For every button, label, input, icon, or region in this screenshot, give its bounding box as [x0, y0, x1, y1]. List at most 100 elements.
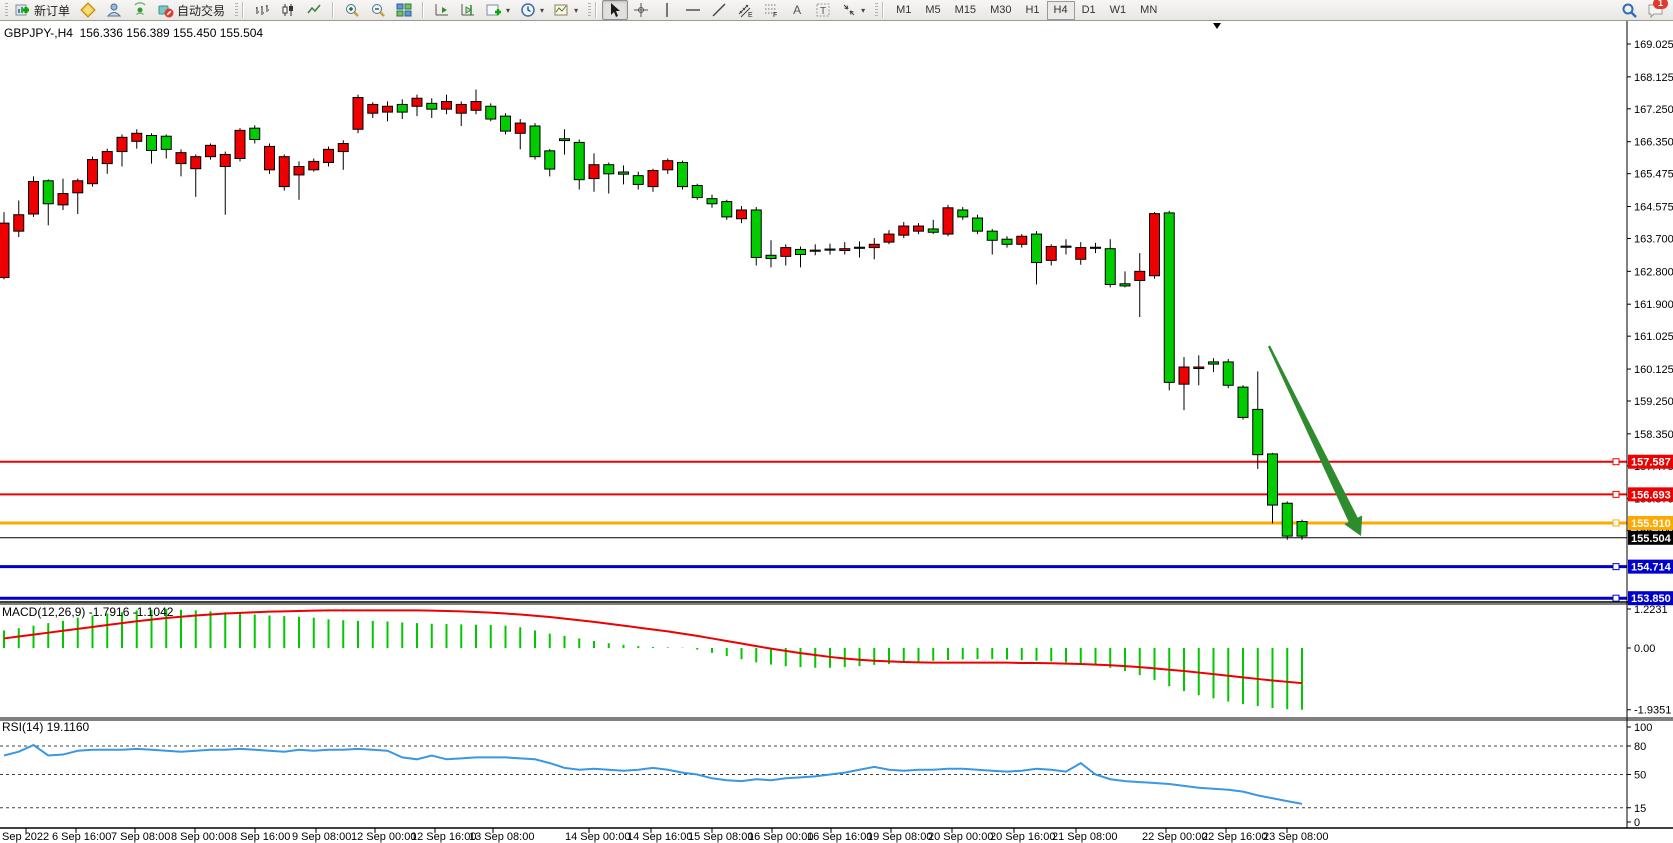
metaeditor-button[interactable]: [75, 0, 101, 20]
hline-price-label-text: 155.910: [1631, 518, 1671, 530]
zoom-out-button[interactable]: [365, 0, 391, 20]
candle: [470, 101, 482, 111]
hline-handle[interactable]: [1612, 490, 1620, 498]
period-button[interactable]: ▾: [515, 0, 549, 20]
candle: [573, 141, 585, 181]
candle: [13, 214, 25, 232]
trendline-tool-button[interactable]: [706, 0, 732, 20]
trend-arrow-annotation[interactable]: [1267, 345, 1363, 536]
candle: [323, 148, 334, 164]
price-axis-tick-label: 166.350: [1634, 137, 1673, 149]
text-tool-button[interactable]: A: [784, 0, 810, 20]
tile-windows-icon: [396, 2, 412, 18]
candle: [308, 160, 320, 171]
search-icon[interactable]: [1621, 2, 1637, 18]
candle: [219, 153, 231, 168]
equidistant-channel-tool-button[interactable]: E: [732, 0, 758, 20]
candle: [205, 144, 216, 158]
fibonacci-tool-button[interactable]: F: [758, 0, 784, 20]
candle: [588, 164, 600, 180]
price-axis-tick-label: 160.125: [1634, 364, 1673, 376]
hline-price-label-text: 154.714: [1631, 562, 1672, 574]
date-axis-label: 9 Sep 08:00: [292, 831, 351, 843]
candle: [1193, 366, 1205, 369]
date-axis-label: 23 Sep 08:00: [1263, 831, 1328, 843]
timeframe-toolbar: M1 M5 M15 M30 H1 H4 D1 W1 MN: [886, 0, 1167, 20]
date-axis-label: 12 Sep 00:00: [351, 831, 416, 843]
timeframe-h1-button[interactable]: H1: [1025, 4, 1040, 16]
dropdown-caret-icon: ▾: [861, 5, 866, 15]
candle: [529, 125, 541, 158]
candle: [927, 228, 939, 233]
timeframe-m1-button[interactable]: M1: [896, 4, 912, 16]
templates-button[interactable]: ▾: [549, 0, 583, 20]
candle: [691, 185, 703, 199]
community-button[interactable]: [101, 0, 127, 20]
cursor-tool-button[interactable]: [602, 0, 629, 20]
candlestick-mode-button[interactable]: [275, 0, 301, 20]
candle: [426, 102, 438, 110]
candle: [367, 103, 379, 114]
notifications-button[interactable]: 1: [1647, 0, 1668, 19]
hline-handle[interactable]: [1612, 594, 1620, 602]
rsi-axis-label: 15: [1634, 803, 1646, 815]
bar-position-marker: [1213, 23, 1221, 29]
vertical-line-tool-button[interactable]: [654, 0, 680, 20]
candle: [72, 180, 84, 194]
candle: [131, 132, 143, 142]
candle: [942, 207, 954, 235]
timeframe-m30-button[interactable]: M30: [990, 4, 1012, 16]
arrows-tool-button[interactable]: ▾: [836, 0, 870, 20]
crosshair-tool-button[interactable]: [628, 0, 654, 20]
timeframe-m5-button[interactable]: M5: [925, 4, 941, 16]
new-chart-button[interactable]: ▾: [481, 0, 515, 20]
svg-text:F: F: [773, 12, 777, 18]
rsi-axis-label: 80: [1634, 741, 1646, 753]
timeframe-d1-button[interactable]: D1: [1081, 4, 1096, 16]
date-axis-label: 15 Sep 08:00: [688, 831, 753, 843]
new-order-button[interactable]: 新订单: [10, 0, 75, 20]
candle: [1237, 386, 1249, 418]
line-chart-icon: [306, 2, 322, 18]
zoom-in-button[interactable]: [339, 0, 365, 20]
line-chart-mode-button[interactable]: [301, 0, 327, 20]
chart-shift-button[interactable]: [455, 0, 481, 20]
dropdown-caret-icon: ▾: [574, 5, 579, 15]
candle: [1031, 233, 1042, 264]
candle: [809, 249, 821, 252]
dropdown-caret-icon: ▾: [540, 5, 545, 15]
price-axis-tick-label: 162.800: [1634, 266, 1673, 278]
rsi-line: [3, 743, 1303, 805]
candle: [1163, 212, 1175, 383]
text-label-tool-button[interactable]: T: [810, 0, 836, 20]
candle: [1267, 453, 1278, 506]
candle: [382, 105, 393, 113]
price-axis-tick-label: 164.575: [1634, 202, 1673, 214]
candle: [647, 170, 659, 188]
hline-handle[interactable]: [1612, 458, 1620, 466]
candle: [706, 198, 718, 205]
candle: [249, 127, 261, 140]
date-axis-label: 21 Sep 08:00: [1052, 831, 1117, 843]
crosshair-icon: [633, 2, 649, 18]
autotrading-button[interactable]: 自动交易: [153, 0, 230, 20]
hline-handle[interactable]: [1612, 563, 1620, 571]
metaeditor-icon: [80, 2, 96, 18]
candle: [396, 103, 408, 113]
auto-scroll-button[interactable]: [429, 0, 455, 20]
hline-handle[interactable]: [1612, 519, 1620, 527]
candle: [0, 222, 10, 279]
horizontal-line-tool-button[interactable]: [680, 0, 706, 20]
tile-windows-button[interactable]: [391, 0, 417, 20]
hline-price-label-box: [1628, 454, 1673, 469]
date-axis-label: 14 Sep 16:00: [627, 831, 692, 843]
timeframe-m15-button[interactable]: M15: [954, 4, 977, 16]
bar-chart-mode-button[interactable]: [249, 0, 275, 20]
timeframe-h4-button[interactable]: H4: [1046, 0, 1075, 20]
candle: [87, 159, 98, 185]
timeframe-mn-button[interactable]: MN: [1140, 4, 1158, 16]
signals-button[interactable]: [127, 0, 153, 20]
timeframe-w1-button[interactable]: W1: [1109, 4, 1127, 16]
signal-icon: [132, 2, 148, 18]
